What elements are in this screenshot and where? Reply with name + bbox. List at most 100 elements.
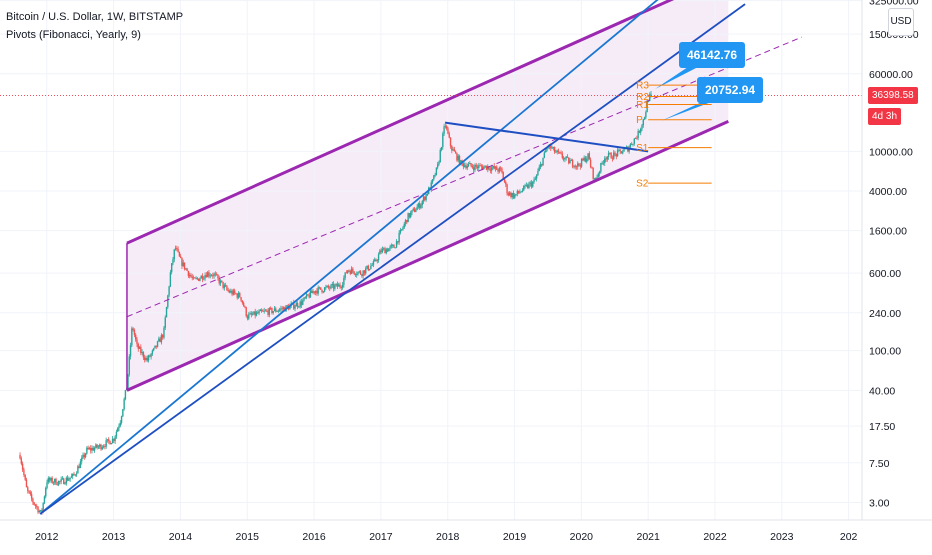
candle-body: [95, 444, 97, 448]
candle-body: [510, 192, 512, 197]
candle-body: [311, 290, 313, 293]
candle-body: [601, 162, 603, 164]
y-tick-label: 17.50: [869, 421, 895, 433]
candle-body: [466, 166, 468, 169]
candle-body: [77, 466, 79, 474]
candle-body: [418, 203, 421, 209]
candle-body: [394, 247, 396, 249]
candle-body: [338, 284, 340, 287]
candle-body: [440, 147, 443, 151]
candle-body: [50, 477, 52, 481]
candle-body: [72, 473, 74, 477]
x-tick-label: 2019: [503, 531, 527, 543]
candle-body: [132, 328, 134, 331]
candle-body: [56, 484, 59, 486]
price-callout-p[interactable]: 20752.94: [697, 77, 764, 103]
candle-body: [250, 313, 253, 315]
candle-body: [517, 190, 520, 193]
candle-body: [251, 314, 254, 316]
candle-body: [519, 192, 521, 193]
candle-body: [93, 447, 96, 451]
candle-body: [55, 478, 57, 485]
candle-body: [217, 274, 219, 279]
candle-body: [75, 473, 78, 475]
candle-body: [553, 147, 556, 153]
candle-body: [317, 287, 319, 294]
candle-body: [492, 165, 494, 168]
candle-body: [79, 461, 82, 469]
candle-body: [248, 314, 250, 319]
candle-body: [550, 144, 552, 149]
channel-lower-line: [126, 119, 729, 392]
candle-body: [236, 293, 238, 298]
candle-body: [110, 443, 112, 445]
candle-body: [179, 256, 182, 259]
candle-body: [117, 428, 119, 432]
candle-body: [534, 178, 537, 180]
currency-unit-button[interactable]: USD: [888, 8, 914, 36]
candle-body: [569, 160, 571, 164]
candle-body: [37, 506, 39, 513]
candle-body: [200, 275, 202, 279]
candle-body: [235, 293, 237, 295]
candle-body: [169, 272, 172, 287]
candle-body: [398, 232, 400, 243]
candle-body: [147, 355, 150, 361]
candle-body: [237, 293, 240, 298]
candle-body: [65, 477, 68, 484]
price-callout-r3[interactable]: 46142.76: [679, 42, 746, 68]
candle-body: [622, 151, 624, 154]
candle-body: [119, 422, 121, 426]
candle-body: [551, 148, 553, 149]
candle-body: [565, 156, 567, 159]
candle-body: [566, 156, 569, 158]
candle-body: [210, 275, 213, 277]
candle-body: [476, 166, 479, 169]
candle-body: [34, 504, 37, 506]
candle-body: [203, 278, 205, 280]
candle-body: [537, 171, 539, 176]
candle-body: [249, 313, 251, 315]
candle-body: [637, 130, 639, 139]
candle-body: [239, 293, 241, 298]
candle-body: [472, 167, 475, 171]
candle-body: [636, 137, 638, 139]
candle-body: [442, 133, 444, 148]
candle-body: [263, 310, 265, 312]
candle-body: [245, 307, 247, 317]
candle-body: [404, 219, 407, 224]
candle-body: [47, 478, 50, 483]
candle-body: [41, 510, 43, 513]
candle-body: [149, 355, 151, 357]
candle-body: [557, 150, 560, 153]
candle-body: [304, 297, 307, 299]
candle-body: [32, 498, 34, 503]
candle-body: [480, 165, 483, 167]
candle-body: [21, 463, 24, 470]
candle-body: [96, 444, 98, 448]
candle-body: [170, 263, 173, 273]
candle-body: [591, 166, 593, 168]
candle-body: [463, 165, 466, 167]
candle-body: [530, 182, 533, 187]
candle-body: [206, 272, 209, 278]
candle-body: [638, 130, 641, 133]
candle-body: [570, 160, 573, 161]
candle-body: [24, 474, 26, 480]
candle-body: [30, 493, 33, 499]
y-tick-label: 325000.00: [869, 0, 919, 8]
candle-body: [141, 351, 143, 353]
candle-body: [151, 350, 154, 354]
y-tick-label: 1600.00: [869, 226, 907, 238]
candle-body: [212, 275, 214, 277]
y-tick-label: 240.00: [869, 308, 901, 320]
candle-body: [430, 182, 432, 191]
candle-body: [350, 268, 353, 274]
candle-body: [607, 153, 610, 157]
candle-body: [633, 138, 635, 144]
candle-body: [421, 201, 423, 206]
candle-body: [137, 343, 139, 349]
candle-body: [552, 147, 555, 149]
